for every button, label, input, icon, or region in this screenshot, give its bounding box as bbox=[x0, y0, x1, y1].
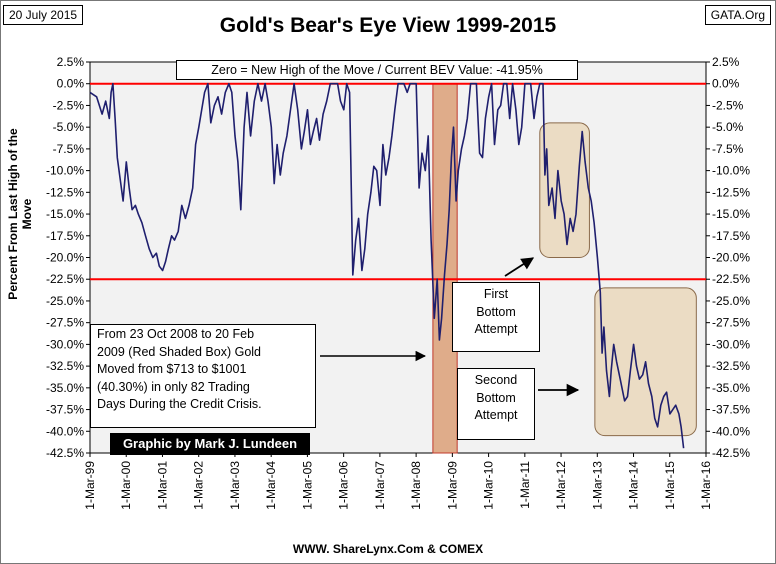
y-tick-label-right: -35.0% bbox=[712, 381, 750, 395]
y-tick-label-left: -20.0% bbox=[46, 251, 84, 265]
y-tick-label-right: -20.0% bbox=[712, 251, 750, 265]
credit-note-line: Moved from $713 to $1001 bbox=[97, 362, 247, 376]
x-tick-label: 1-Mar-00 bbox=[119, 461, 133, 510]
credit-note-line: Days During the Credit Crisis. bbox=[97, 397, 262, 411]
x-tick-label: 1-Mar-06 bbox=[337, 461, 351, 510]
y-tick-label-left: -7.5% bbox=[53, 142, 85, 156]
y-tick-label-left: -10.0% bbox=[46, 164, 84, 178]
x-tick-label: 1-Mar-12 bbox=[554, 461, 568, 510]
y-tick-label-right: -30.0% bbox=[712, 337, 750, 351]
y-tick-label-left: -22.5% bbox=[46, 272, 84, 286]
second-note-line: Attempt bbox=[474, 408, 518, 422]
y-tick-label-right: -22.5% bbox=[712, 272, 750, 286]
x-tick-label: 1-Mar-05 bbox=[300, 461, 314, 510]
y-tick-label-right: -15.0% bbox=[712, 207, 750, 221]
credit-note-line: From 23 Oct 2008 to 20 Feb bbox=[97, 327, 255, 341]
x-tick-label: 1-Mar-10 bbox=[482, 461, 496, 510]
y-tick-label-right: -37.5% bbox=[712, 403, 750, 417]
y-tick-label-right: 0.0% bbox=[712, 77, 740, 91]
first-note-line: Attempt bbox=[474, 322, 518, 336]
y-tick-label-left: -5.0% bbox=[53, 120, 85, 134]
y-tick-label-left: -42.5% bbox=[46, 446, 84, 460]
x-tick-label: 1-Mar-16 bbox=[699, 461, 713, 510]
y-tick-label-left: 2.5% bbox=[57, 55, 85, 69]
x-tick-label: 1-Mar-15 bbox=[663, 461, 677, 510]
y-tick-label-left: -15.0% bbox=[46, 207, 84, 221]
second-note-line: Bottom bbox=[476, 390, 516, 405]
first-note-line: Bottom bbox=[476, 304, 516, 319]
second-note-line: Second bbox=[474, 373, 518, 387]
y-tick-label-right: -17.5% bbox=[712, 229, 750, 243]
x-tick-label: 1-Mar-07 bbox=[373, 461, 387, 510]
y-tick-label-left: -27.5% bbox=[46, 316, 84, 330]
x-tick-label: 1-Mar-03 bbox=[228, 461, 242, 510]
x-tick-label: 1-Mar-99 bbox=[83, 461, 97, 510]
x-tick-label: 1-Mar-14 bbox=[627, 461, 641, 510]
x-tick-label: 1-Mar-08 bbox=[409, 461, 423, 510]
first-bottom-arrow bbox=[504, 257, 535, 277]
y-tick-label-right: -42.5% bbox=[712, 446, 750, 460]
y-tick-label-right: -7.5% bbox=[712, 142, 744, 156]
y-tick-label-left: 0.0% bbox=[57, 77, 85, 91]
x-tick-label: 1-Mar-02 bbox=[192, 461, 206, 510]
y-tick-label-right: -32.5% bbox=[712, 359, 750, 373]
x-tick-label: 1-Mar-09 bbox=[445, 461, 459, 510]
y-tick-label-left: -37.5% bbox=[46, 403, 84, 417]
y-tick-label-left: -17.5% bbox=[46, 229, 84, 243]
y-tick-label-left: -2.5% bbox=[53, 98, 85, 112]
x-tick-label: 1-Mar-01 bbox=[155, 461, 169, 510]
footer-source: WWW. ShareLynx.Com & COMEX bbox=[292, 542, 484, 556]
legend-box: Zero = New High of the Move / Current BE… bbox=[176, 60, 578, 80]
y-tick-label-right: -27.5% bbox=[712, 316, 750, 330]
bev-series-line bbox=[89, 82, 685, 449]
x-tick-label: 1-Mar-11 bbox=[518, 461, 532, 509]
second-bottom-note: Second Bottom Attempt bbox=[457, 368, 535, 440]
y-tick-label-right: 2.5% bbox=[712, 55, 740, 69]
x-tick-label: 1-Mar-13 bbox=[590, 461, 604, 510]
source-label: GATA.Org bbox=[704, 5, 771, 25]
y-tick-label-right: -10.0% bbox=[712, 164, 750, 178]
first-bottom-note: First Bottom Attempt bbox=[452, 282, 540, 352]
y-tick-label-right: -25.0% bbox=[712, 294, 750, 308]
x-tick-label: 1-Mar-04 bbox=[264, 461, 278, 510]
y-tick-label-left: -40.0% bbox=[46, 424, 84, 438]
y-tick-label-left: -25.0% bbox=[46, 294, 84, 308]
y-tick-label-left: -30.0% bbox=[46, 337, 84, 351]
author-banner: Graphic by Mark J. Lundeen bbox=[110, 433, 310, 455]
credit-crisis-note: From 23 Oct 2008 to 20 Feb 2009 (Red Sha… bbox=[90, 324, 316, 428]
y-tick-label-right: -12.5% bbox=[712, 185, 750, 199]
first-note-line: First bbox=[483, 287, 509, 301]
credit-note-line: 2009 (Red Shaded Box) Gold bbox=[97, 344, 261, 359]
y-tick-label-left: -12.5% bbox=[46, 185, 84, 199]
y-tick-label-right: -40.0% bbox=[712, 424, 750, 438]
date-label: 20 July 2015 bbox=[3, 5, 84, 25]
y-tick-label-left: -32.5% bbox=[46, 359, 84, 373]
y-tick-label-right: -5.0% bbox=[712, 120, 744, 134]
credit-note-line: (40.30%) in only 82 Trading bbox=[97, 379, 250, 394]
chart-title: Gold's Bear's Eye View 1999-2015 bbox=[219, 14, 557, 37]
y-tick-label-left: -35.0% bbox=[46, 381, 84, 395]
y-tick-label-right: -2.5% bbox=[712, 98, 744, 112]
